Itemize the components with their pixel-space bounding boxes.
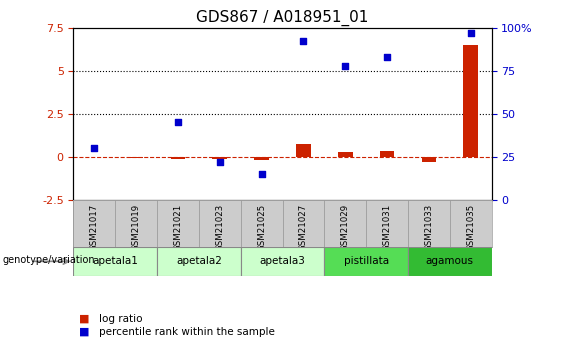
Bar [73,200,115,247]
Text: GSM21027: GSM21027 [299,204,308,251]
Text: genotype/variation: genotype/variation [3,256,95,265]
Bar [254,157,269,160]
Bar [463,45,478,157]
Bar [115,200,157,247]
Text: GSM21031: GSM21031 [383,204,392,251]
Bar [450,200,492,247]
Text: GSM21025: GSM21025 [257,204,266,251]
Text: GSM21021: GSM21021 [173,204,182,251]
Bar [338,152,353,157]
Text: agamous: agamous [426,256,473,266]
Bar [408,200,450,247]
Text: GSM21023: GSM21023 [215,204,224,251]
Bar [241,247,324,276]
Text: GSM21017: GSM21017 [90,204,99,251]
Text: apetala1: apetala1 [92,256,138,266]
Point [466,30,475,36]
Bar [324,247,408,276]
Bar [212,157,227,159]
Text: apetala3: apetala3 [259,256,306,266]
Bar [296,144,311,157]
Bar [408,247,492,276]
Point [90,146,99,151]
Text: GSM21019: GSM21019 [132,204,141,251]
Bar [157,200,199,247]
Point [383,54,392,60]
Title: GDS867 / A018951_01: GDS867 / A018951_01 [196,10,369,26]
Point [299,39,308,44]
Text: GSM21033: GSM21033 [424,204,433,251]
Bar [241,200,282,247]
Point [215,159,224,165]
Text: GSM21035: GSM21035 [466,204,475,251]
Bar [324,200,366,247]
Text: percentile rank within the sample: percentile rank within the sample [99,327,275,337]
Point [341,63,350,68]
Text: log ratio: log ratio [99,314,142,324]
Bar [129,157,144,158]
Text: GSM21029: GSM21029 [341,204,350,251]
Bar [366,200,408,247]
Text: apetala2: apetala2 [176,256,222,266]
Text: ■: ■ [79,327,90,337]
Bar [380,151,394,157]
Text: pistillata: pistillata [344,256,389,266]
Bar [171,157,185,159]
Point [173,120,182,125]
Point [257,171,266,177]
Text: ■: ■ [79,314,90,324]
Bar [282,200,324,247]
Bar [157,247,241,276]
Bar [73,247,157,276]
Bar [421,157,436,162]
Bar [199,200,241,247]
